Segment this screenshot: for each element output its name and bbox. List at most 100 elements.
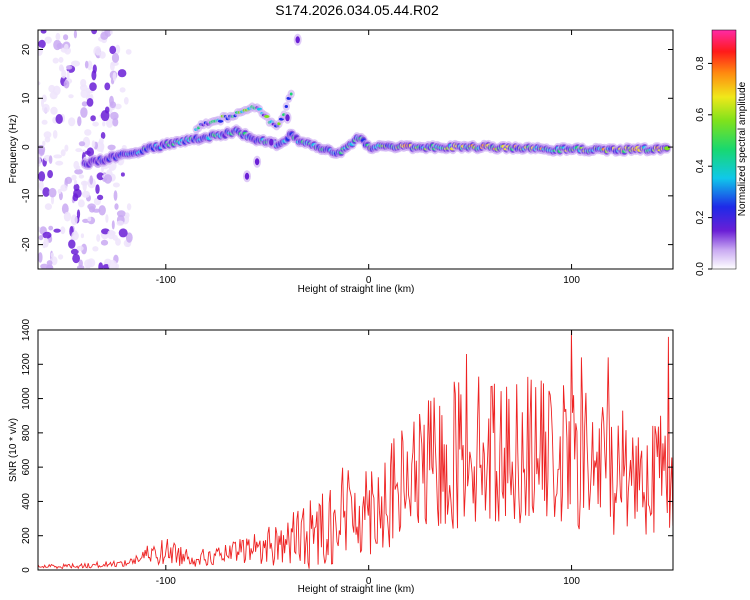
- spectrogram-noise-blob: [110, 111, 119, 121]
- spectrogram-spur: [285, 114, 290, 122]
- spectrogram-noise-blob: [48, 187, 57, 198]
- spectrogram-noise-blob: [38, 81, 41, 86]
- spectrogram-noise-blob: [92, 246, 99, 252]
- spectrogram-noise-blob: [80, 180, 88, 186]
- spectrogram-noise-blob: [38, 39, 46, 49]
- spectrogram-noise-blob: [43, 237, 49, 248]
- spectrogram-noise-blob: [50, 106, 58, 115]
- spectrogram-noise-blob: [41, 98, 44, 108]
- spectrogram-noise-blob: [70, 214, 78, 226]
- snr-ytick-label: 1000: [21, 387, 32, 410]
- spectrogram-noise-blob: [43, 131, 52, 139]
- spectrogram-noise-blob: [125, 212, 130, 219]
- spectrogram-ytick-label: -20: [21, 237, 32, 252]
- spectrogram-noise-blob: [55, 32, 61, 41]
- spectrogram-xlabel: Height of straight line (km): [298, 284, 415, 295]
- spectrogram-noise-blob: [40, 30, 47, 34]
- spectrogram-noise-blob: [112, 234, 118, 241]
- spectrogram-noise-blob: [55, 114, 63, 124]
- spectrogram-noise-blob: [89, 82, 97, 91]
- spectrogram-noise-blob: [46, 260, 53, 266]
- spectrogram-noise-blob: [81, 190, 90, 198]
- spectrogram-noise-blob: [38, 180, 44, 191]
- spectrogram-noise-blob: [110, 62, 115, 71]
- snr-ytick-label: 600: [21, 458, 32, 475]
- snr-series-line: [38, 330, 673, 570]
- spectrogram-noise-blob: [97, 194, 104, 201]
- spectrogram-noise-blob: [78, 141, 86, 147]
- colorbar-ticks: 0.0 0.2 0.4 0.6 0.8: [695, 56, 712, 276]
- spectrogram-noise-blob: [116, 210, 126, 218]
- snr-ytick-label: 400: [21, 493, 32, 510]
- spectrogram-spur: [269, 138, 274, 146]
- spectrogram-noise-blob: [87, 203, 96, 210]
- spectrogram-noise-blob: [104, 82, 111, 91]
- spectrogram-noise-blob: [111, 52, 120, 63]
- spectrogram-noise-blob: [104, 106, 110, 114]
- spectrogram-noise-blob: [68, 239, 76, 249]
- spectrogram-spur: [254, 158, 260, 166]
- spectrogram-noise-blob: [42, 140, 46, 146]
- spectrogram-branch-mark: [289, 92, 293, 96]
- colorbar-tick-label: 0.6: [695, 107, 706, 121]
- spectrogram-noise-blob: [72, 193, 79, 202]
- spectrogram-noise-blob: [84, 60, 89, 69]
- snr-marks: [38, 330, 673, 570]
- spectrogram-noise-blob: [125, 49, 132, 55]
- spectrogram-noise-blob: [52, 57, 59, 64]
- spectrogram-noise-blob: [116, 220, 124, 226]
- spectrogram-noise-blob: [119, 87, 126, 93]
- spectrogram-noise-blob: [53, 154, 63, 159]
- spectrogram-noise-blob: [109, 101, 117, 109]
- snr-ylabel: SNR (10 * v/v): [8, 418, 19, 482]
- spectrogram-noise-blob: [68, 94, 74, 99]
- spectrogram-noise-blob: [63, 34, 69, 41]
- spectrogram-noise-blob: [42, 231, 52, 239]
- spectrogram-noise-blob: [78, 259, 83, 268]
- snr-ytick-label: 1400: [21, 318, 32, 341]
- spectrogram-xtick-label: 0: [366, 275, 372, 286]
- spectrogram-noise-blob: [87, 216, 92, 222]
- spectrogram-noise-blob: [100, 239, 109, 246]
- spectrogram-noise-blob: [47, 170, 53, 179]
- spectrogram-noise-blob: [105, 214, 109, 223]
- spectrogram-noise-blob: [126, 203, 132, 211]
- snr-ytick-label: 800: [21, 424, 32, 441]
- spectrogram-noise-blob: [41, 119, 48, 125]
- spectrogram-noise-blob: [78, 199, 85, 208]
- snr-xtick-label: -100: [156, 576, 176, 587]
- spectrogram-noise-blob: [95, 141, 105, 153]
- spectrogram-noise-blob: [66, 70, 70, 81]
- spectrogram-noise-blob: [38, 235, 44, 241]
- colorbar-gradient: [711, 29, 737, 270]
- spectrogram-branch-mark: [284, 105, 288, 108]
- spectrogram-noise-blob: [91, 30, 97, 35]
- spectrogram-noise-blob: [98, 262, 104, 269]
- spectrogram-noise-blob: [77, 116, 82, 127]
- spectrogram-noise-blob: [63, 211, 71, 222]
- spectrogram-noise-blob: [58, 56, 64, 63]
- spectrogram-noise-blob: [120, 172, 125, 177]
- spectrogram-noise-blob: [42, 187, 50, 197]
- spectrogram-noise-blob: [76, 245, 84, 251]
- snr-xtick-label: 100: [563, 576, 580, 587]
- snr-frame: [37, 329, 674, 571]
- spectrogram-noise-blob: [42, 103, 50, 113]
- spectrogram-noise-blob: [70, 248, 79, 255]
- spectrogram-ytick-label: 0: [21, 144, 32, 150]
- spectrogram-noise-blob: [91, 140, 96, 149]
- spectrogram-noise-blob: [81, 243, 87, 255]
- spectrogram-noise-blob: [48, 155, 53, 164]
- spectrogram-noise-blob: [87, 90, 91, 98]
- spectrogram-noise-blob: [94, 46, 101, 56]
- snr-xtick-label: 0: [366, 576, 372, 587]
- spectrogram-noise-blob: [44, 36, 52, 44]
- spectrogram-noise-blob: [52, 85, 61, 96]
- colorbar-label: Normalized spectral amplitude: [737, 81, 748, 216]
- spectrogram-noise-blob: [90, 115, 96, 122]
- spectrogram-branch-mark: [277, 122, 281, 126]
- spectrogram-noise-blob: [112, 117, 119, 127]
- colorbar-tick-label: 0.4: [695, 159, 706, 173]
- spectrogram-ytick-label: 20: [21, 44, 32, 56]
